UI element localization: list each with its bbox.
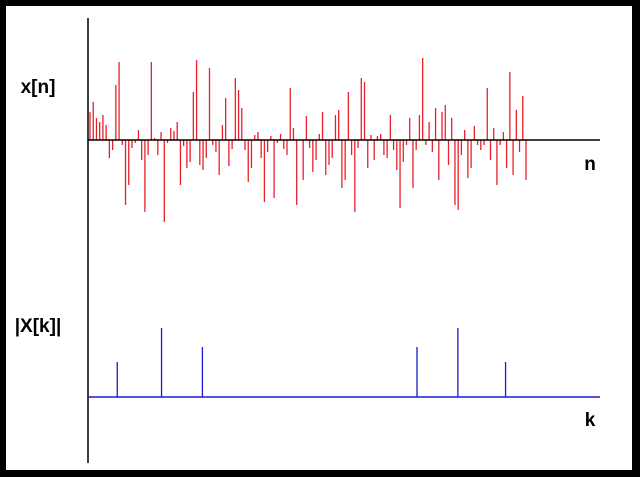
- x-label: k: [585, 410, 596, 431]
- x-label: n: [584, 154, 596, 175]
- y-label: x[n]: [21, 77, 56, 98]
- panel: [6, 6, 632, 470]
- y-label: |X[k]|: [15, 316, 62, 337]
